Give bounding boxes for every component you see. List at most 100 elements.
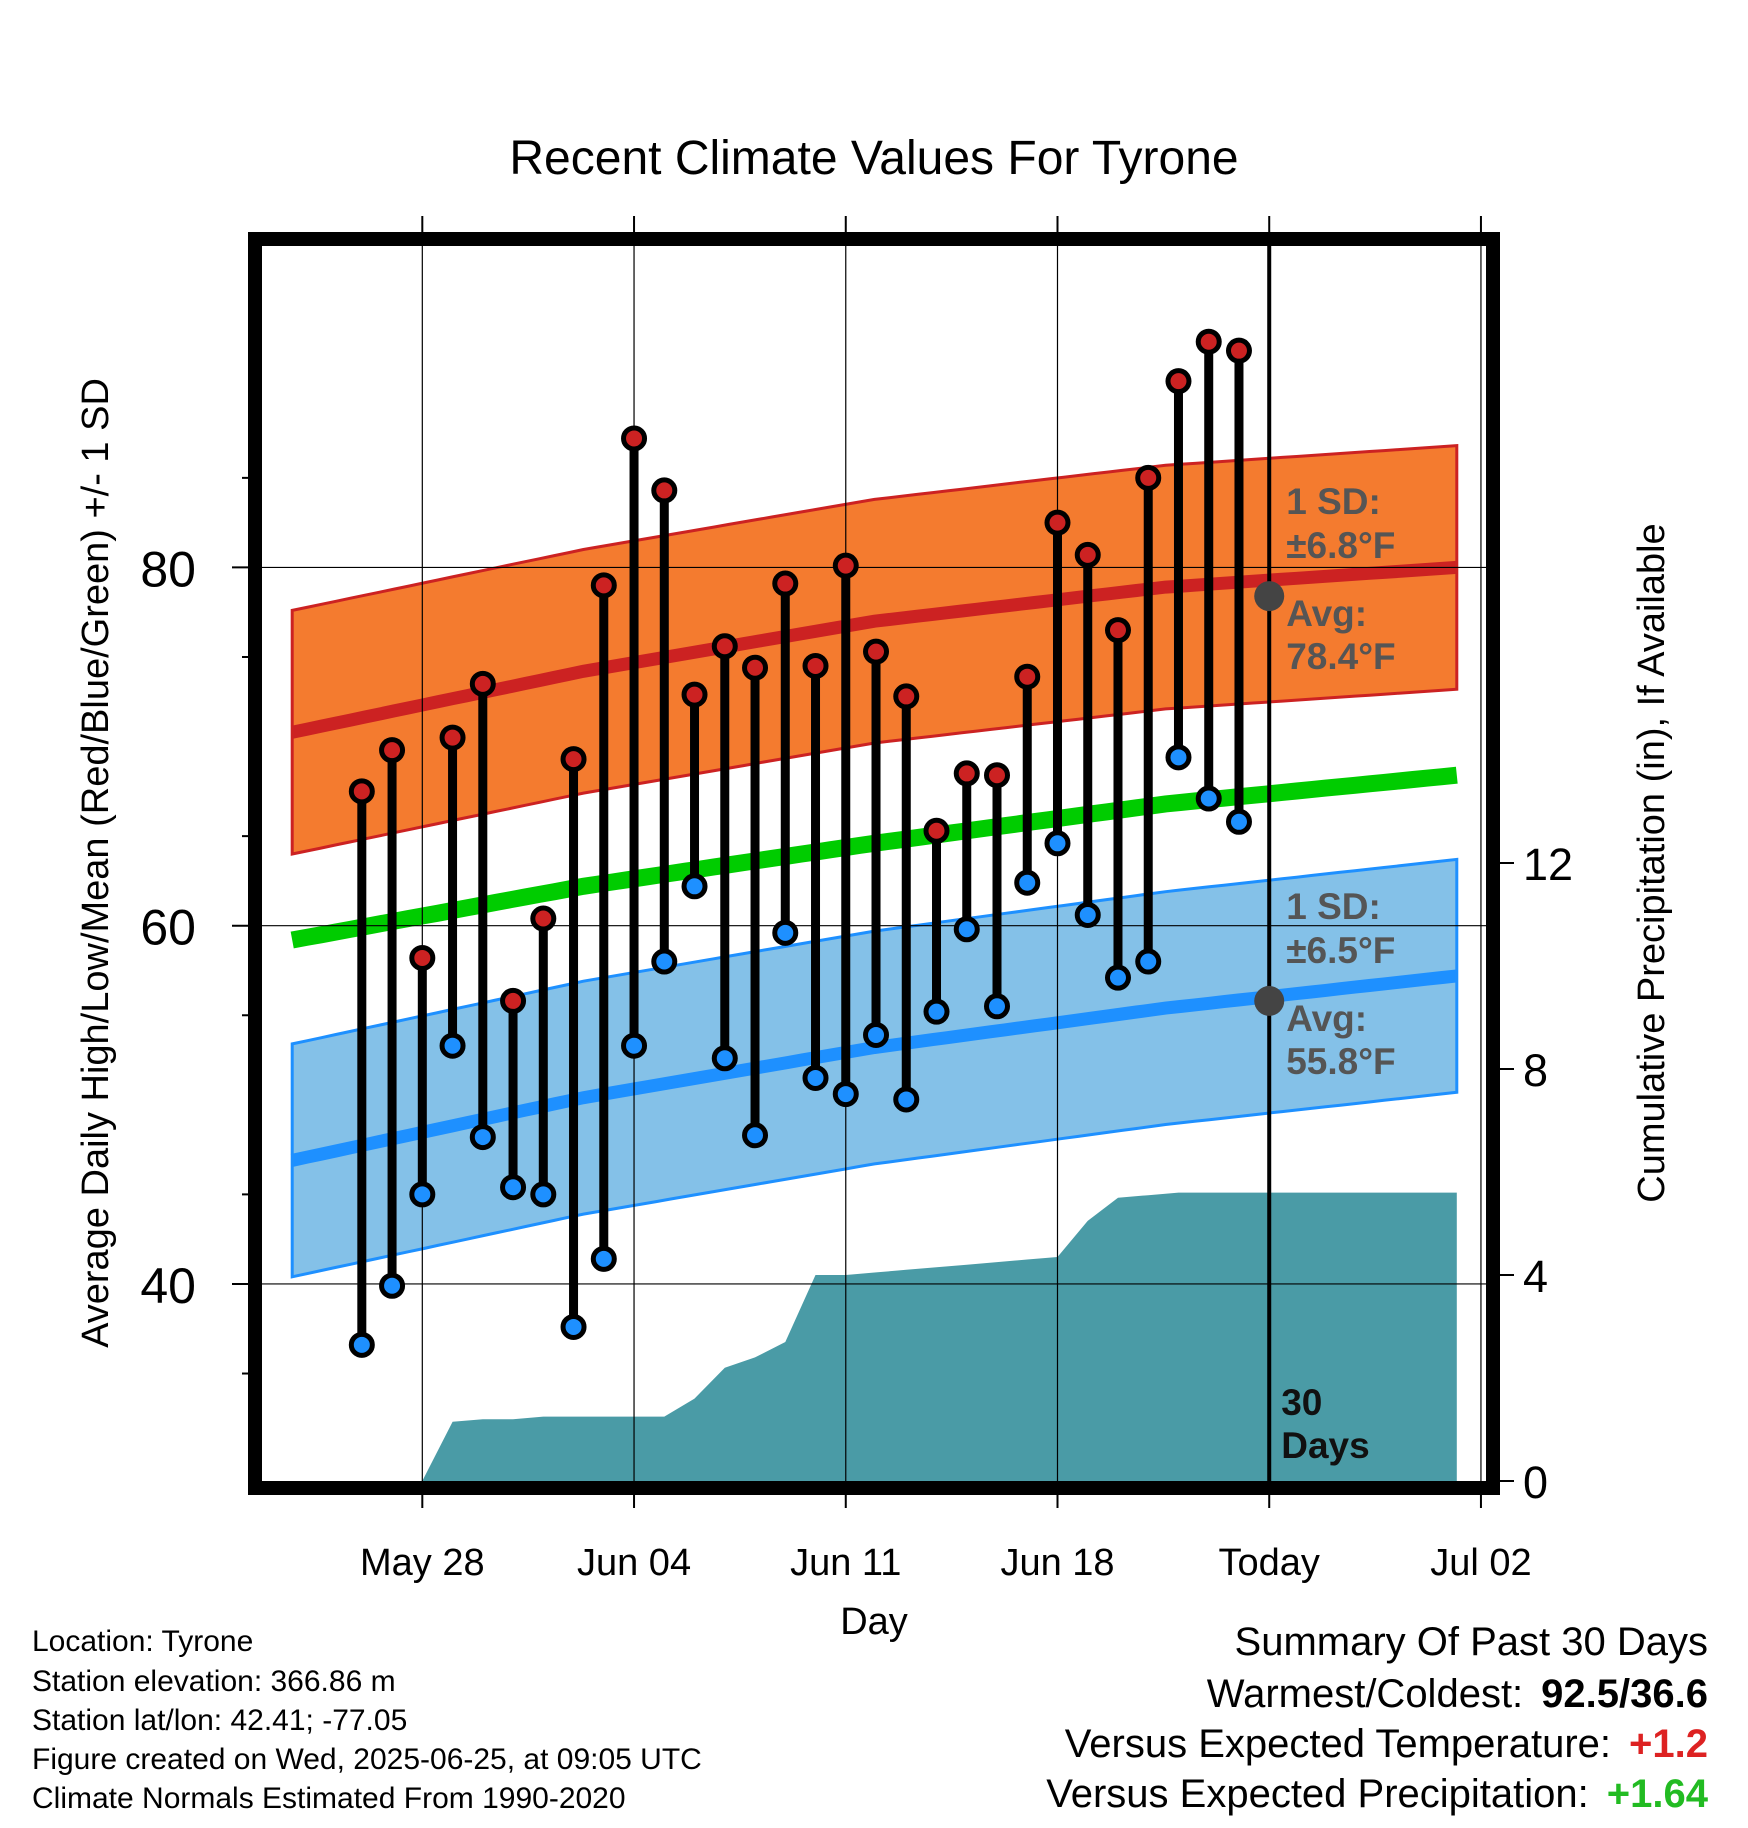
daily-low-point bbox=[560, 1313, 587, 1340]
daily-high-point bbox=[742, 654, 769, 681]
daily-low-point bbox=[893, 1086, 920, 1113]
daily-high-point bbox=[923, 817, 950, 844]
daily-high-point bbox=[711, 633, 738, 660]
daily-low-point bbox=[409, 1181, 436, 1208]
today-days-word: Days bbox=[1281, 1425, 1369, 1466]
daily-high-point bbox=[500, 987, 527, 1014]
daily-range-bars-layer bbox=[348, 328, 1252, 1358]
low-avg-label: Avg: bbox=[1286, 998, 1367, 1039]
daily-low-point bbox=[923, 998, 950, 1025]
low-sd-value: ±6.5°F bbox=[1286, 930, 1395, 971]
daily-high-point bbox=[621, 425, 648, 452]
today-low-avg-marker bbox=[1254, 985, 1285, 1016]
precipitation-area bbox=[361, 1192, 1457, 1481]
text-layer: May 28 Jun 04 Jun 11 Jun 18 Today Jul 0240608… bbox=[75, 132, 1673, 1643]
daily-low-point bbox=[711, 1045, 738, 1072]
summary-temp-value: +1.2 bbox=[1629, 1722, 1708, 1766]
daily-high-point bbox=[348, 778, 375, 805]
footer-elevation: Station elevation: 366.86 m bbox=[32, 1665, 396, 1698]
daily-low-point bbox=[500, 1174, 527, 1201]
high-avg-label: Avg: bbox=[1286, 593, 1367, 634]
daily-low-point bbox=[651, 948, 678, 975]
daily-low-point bbox=[1014, 869, 1041, 896]
daily-high-point bbox=[1225, 337, 1252, 364]
y2-tick-label: 0 bbox=[1523, 1457, 1548, 1508]
daily-high-point bbox=[953, 760, 980, 787]
footer-created: Figure created on Wed, 2025-06-25, at 09… bbox=[32, 1743, 702, 1776]
frame-layer bbox=[248, 232, 1500, 1495]
daily-low-point bbox=[1195, 785, 1222, 812]
x-axis-label: Day bbox=[840, 1601, 908, 1643]
daily-low-point bbox=[681, 873, 708, 900]
grid-layer bbox=[262, 245, 1487, 1481]
x-tick-label: Jun 11 bbox=[790, 1542, 901, 1584]
footer-normals: Climate Normals Estimated From 1990-2020 bbox=[32, 1782, 626, 1815]
footer-location: Location: Tyrone bbox=[32, 1625, 254, 1658]
daily-low-point bbox=[379, 1272, 406, 1299]
daily-low-point bbox=[469, 1124, 496, 1151]
high-avg-value: 78.4°F bbox=[1286, 636, 1395, 677]
daily-high-point bbox=[379, 737, 406, 764]
daily-low-point bbox=[621, 1032, 648, 1059]
daily-high-point bbox=[1195, 328, 1222, 355]
daily-high-point bbox=[893, 683, 920, 710]
daily-low-point bbox=[832, 1081, 859, 1108]
y2-tick-label: 8 bbox=[1523, 1045, 1548, 1096]
daily-high-point bbox=[802, 652, 829, 679]
daily-low-point bbox=[1165, 744, 1192, 771]
daily-high-point bbox=[651, 477, 678, 504]
low-sd-label: 1 SD: bbox=[1286, 886, 1381, 927]
daily-low-point bbox=[590, 1245, 617, 1272]
daily-low-point bbox=[742, 1122, 769, 1149]
summary-precip-value: +1.64 bbox=[1606, 1772, 1708, 1816]
x-tick-label: Jun 04 bbox=[577, 1542, 691, 1584]
low-avg-value: 55.8°F bbox=[1286, 1041, 1395, 1082]
daily-high-point bbox=[560, 746, 587, 773]
daily-high-point bbox=[530, 905, 557, 932]
precipitation-area-layer bbox=[361, 1192, 1457, 1481]
daily-low-point bbox=[1225, 808, 1252, 835]
footer-latlon: Station lat/lon: 42.41; -77.05 bbox=[32, 1704, 408, 1737]
daily-low-point bbox=[530, 1181, 557, 1208]
daily-high-point bbox=[681, 681, 708, 708]
daily-low-point bbox=[984, 993, 1010, 1020]
daily-high-point bbox=[863, 638, 890, 665]
summary-precip-row: Versus Expected Precipitation: +1.64 bbox=[1046, 1772, 1708, 1817]
x-tick-label: Jul 02 bbox=[1430, 1542, 1531, 1584]
daily-high-point bbox=[1014, 663, 1041, 690]
daily-low-point bbox=[1074, 901, 1101, 928]
low-sd-band bbox=[290, 857, 1459, 1279]
daily-high-point bbox=[832, 552, 859, 579]
daily-low-point bbox=[863, 1021, 890, 1048]
y2-tick-label: 12 bbox=[1523, 839, 1573, 890]
x-tick-label: Today bbox=[1219, 1542, 1320, 1584]
summary-temp-row: Versus Expected Temperature: +1.2 bbox=[1065, 1722, 1708, 1767]
x-tick-label: May 28 bbox=[360, 1542, 485, 1584]
y2-axis-label: Cumulative Precipitation (in), If Availa… bbox=[1631, 523, 1673, 1202]
daily-low-point bbox=[953, 916, 980, 943]
chart-title: Recent Climate Values For Tyrone bbox=[509, 132, 1238, 185]
daily-high-point bbox=[1165, 368, 1192, 395]
summary-warmest-label: Warmest/Coldest: bbox=[1206, 1672, 1524, 1716]
high-sd-value: ±6.8°F bbox=[1286, 525, 1395, 566]
today-days-number: 30 bbox=[1281, 1382, 1322, 1423]
daily-high-point bbox=[1044, 509, 1071, 536]
daily-high-point bbox=[984, 762, 1010, 789]
daily-high-point bbox=[1074, 541, 1101, 568]
daily-high-point bbox=[439, 724, 466, 751]
daily-high-point bbox=[1135, 464, 1162, 491]
plot-frame bbox=[248, 232, 1500, 1495]
summary-heading: Summary Of Past 30 Days bbox=[1234, 1620, 1708, 1664]
y-tick-label: 40 bbox=[140, 1258, 196, 1314]
y-axis-label: Average Daily High/Low/Mean (Red/Blue/Gr… bbox=[75, 378, 117, 1348]
daily-low-point bbox=[1044, 830, 1071, 857]
daily-low-point bbox=[1135, 948, 1162, 975]
daily-high-point bbox=[1104, 617, 1131, 644]
daily-high-point bbox=[469, 670, 496, 697]
y2-tick-label: 4 bbox=[1523, 1251, 1548, 1302]
daily-low-point bbox=[439, 1032, 466, 1059]
daily-low-point bbox=[802, 1064, 829, 1091]
daily-low-point bbox=[772, 919, 799, 946]
